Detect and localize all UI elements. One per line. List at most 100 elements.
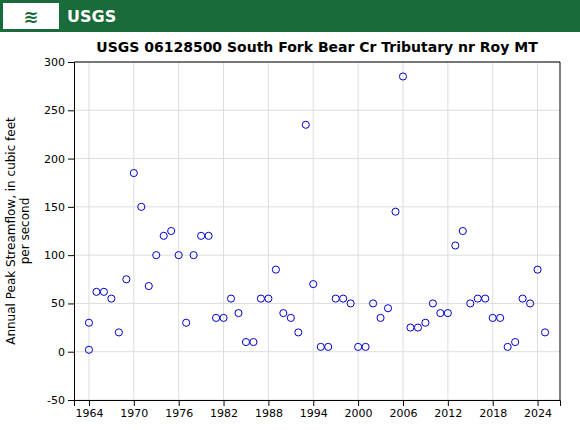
y-tick: 100 <box>44 249 74 262</box>
y-tick: -50 <box>47 394 74 407</box>
y-tick-label: 50 <box>51 297 65 310</box>
point <box>93 288 100 295</box>
point <box>287 314 294 321</box>
x-tick-label: 2018 <box>479 407 507 420</box>
point <box>183 319 190 326</box>
grid <box>74 62 560 400</box>
y-tick-mark <box>68 255 74 256</box>
point <box>242 338 249 345</box>
y-tick: 300 <box>44 56 74 69</box>
grid-line-x <box>88 62 89 400</box>
x-tick-mark <box>448 400 449 406</box>
y-axis-line <box>68 63 75 401</box>
y-tick-label: 300 <box>44 56 65 69</box>
point <box>377 314 384 321</box>
y-tick: 250 <box>44 104 74 117</box>
grid-line-x <box>402 62 403 400</box>
point <box>504 343 511 350</box>
grid-line-x <box>133 62 134 400</box>
point <box>250 338 257 345</box>
y-tick-mark <box>68 62 74 63</box>
y-axis-title-line: Annual Peak Streamflow, in cubic feet <box>4 117 18 345</box>
y-tick-label: 0 <box>58 346 65 359</box>
y-tick-mark <box>68 110 74 111</box>
y-axis-title-line: per second <box>18 198 32 265</box>
x-tick: 1994 <box>300 400 328 420</box>
grid-line-y <box>74 303 560 304</box>
y-tick-label: -50 <box>47 394 65 407</box>
point <box>115 329 122 336</box>
points <box>85 73 548 353</box>
x-tick-label: 1994 <box>300 407 328 420</box>
x-tick-label: 1976 <box>165 407 193 420</box>
x-tick: 1970 <box>120 400 148 420</box>
point <box>198 232 205 239</box>
y-tick: 50 <box>51 297 74 310</box>
point <box>257 295 264 302</box>
grid-line-x <box>223 62 224 400</box>
point <box>414 324 421 331</box>
point <box>235 310 242 317</box>
y-tick-mark <box>68 303 74 304</box>
x-tick-label: 2012 <box>434 407 462 420</box>
x-tick: 2006 <box>389 400 417 420</box>
point <box>392 208 399 215</box>
point <box>310 281 317 288</box>
chart: ≋USGS19641970197619821988199420002006201… <box>0 0 580 430</box>
point <box>422 319 429 326</box>
frame-top <box>74 62 560 63</box>
point <box>130 169 137 176</box>
point <box>541 329 548 336</box>
y-tick: 200 <box>44 153 74 166</box>
point <box>123 276 130 283</box>
y-tick-label: 200 <box>44 153 65 166</box>
point <box>175 252 182 259</box>
point <box>534 266 541 273</box>
y-tick-label: 100 <box>44 249 65 262</box>
grid-line-x <box>492 62 493 400</box>
point <box>437 310 444 317</box>
point <box>265 295 272 302</box>
logo-text: USGS <box>67 7 116 26</box>
x-tick: 2000 <box>345 400 373 420</box>
header: ≋ USGS <box>0 0 580 32</box>
point <box>482 295 489 302</box>
y-tick-mark <box>68 207 74 208</box>
x-tick-label: 1982 <box>210 407 238 420</box>
point <box>340 295 347 302</box>
y-tick-label: 250 <box>44 104 65 117</box>
point <box>444 310 451 317</box>
grid-line-x <box>358 62 359 400</box>
point <box>205 232 212 239</box>
point <box>145 282 152 289</box>
point <box>85 346 92 353</box>
header-bar <box>0 0 580 32</box>
point <box>370 300 377 307</box>
point <box>325 343 332 350</box>
point <box>429 300 436 307</box>
point <box>160 232 167 239</box>
x-axis: 1964 1970 1976 1982 1988 1994 2000 2006 2012 2018… <box>75 400 561 420</box>
point <box>474 295 481 302</box>
y-tick: 0 <box>58 346 74 359</box>
x-tick-label: 1988 <box>255 407 283 420</box>
point <box>227 295 234 302</box>
plot: 1964197019761982198819942000200620122018… <box>44 56 561 420</box>
x-tick-mark <box>134 400 135 406</box>
y-tick-mark <box>68 400 74 401</box>
point <box>497 314 504 321</box>
x-axis-line <box>75 401 561 407</box>
point <box>220 314 227 321</box>
point <box>467 300 474 307</box>
grid-line-x <box>313 62 314 400</box>
x-tick: 1964 <box>75 400 103 420</box>
x-tick: 2024 <box>524 400 552 420</box>
x-tick-label: 2000 <box>345 407 373 420</box>
grid-line-x <box>178 62 179 400</box>
x-tick: 2018 <box>479 400 507 420</box>
logo-symbol: ≋ <box>23 6 38 27</box>
frame-right <box>560 62 561 400</box>
x-tick: 2012 <box>434 400 462 420</box>
point <box>384 305 391 312</box>
grid-line-y <box>74 206 560 207</box>
